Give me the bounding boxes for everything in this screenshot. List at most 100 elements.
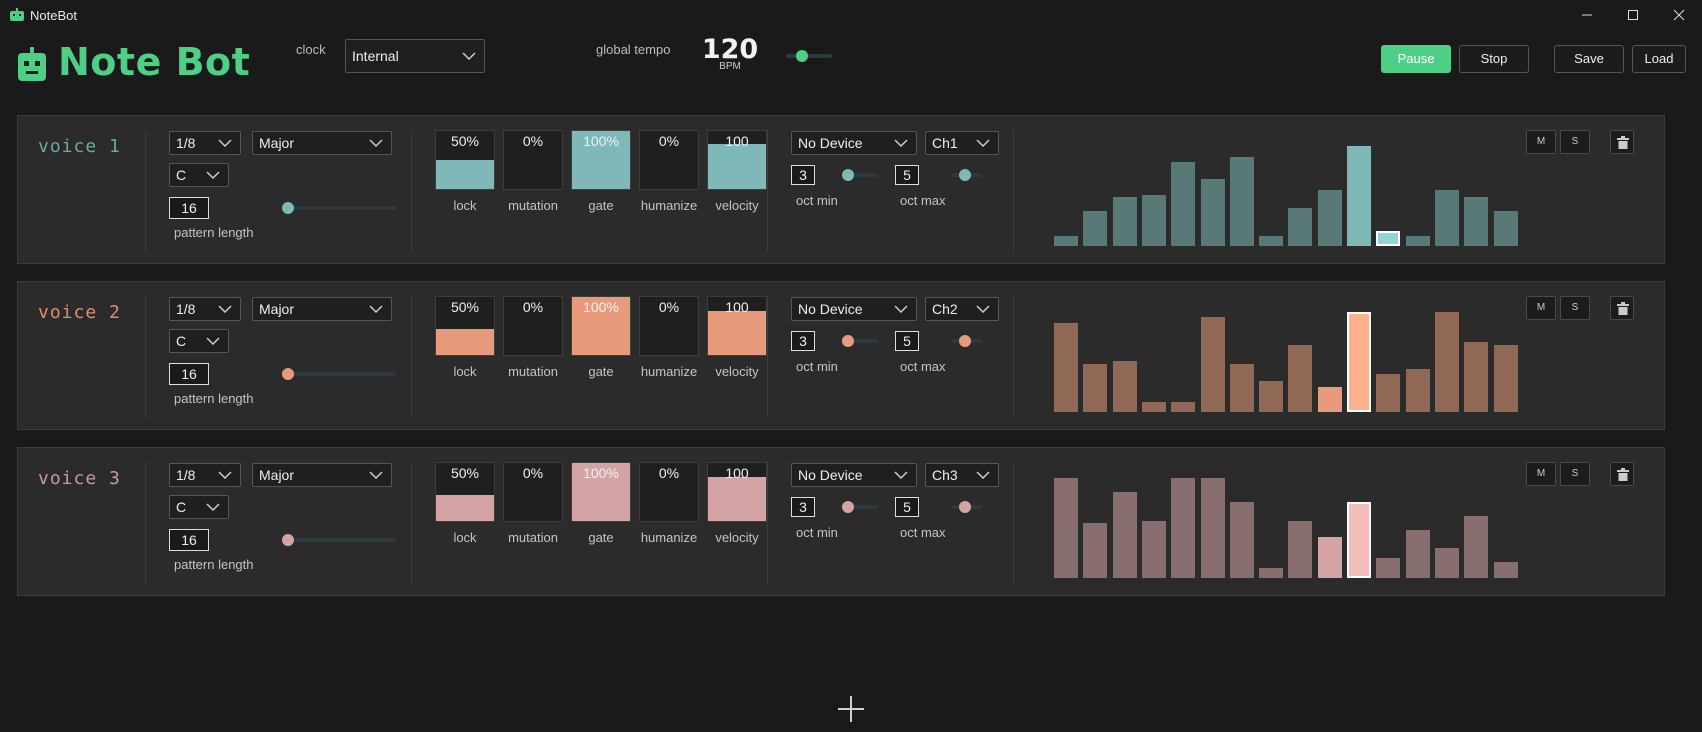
step-bar[interactable] (1141, 195, 1166, 246)
pattern-length-slider-handle[interactable] (282, 368, 294, 380)
oct-max-input[interactable]: 5 (895, 497, 919, 517)
step-bar[interactable] (1405, 236, 1430, 246)
step-bar[interactable] (1259, 381, 1284, 412)
velocity-knob[interactable]: 100 (707, 462, 767, 522)
minimize-button[interactable] (1564, 0, 1610, 30)
step-bar[interactable] (1229, 502, 1254, 578)
device-dropdown[interactable]: No Device (791, 463, 917, 487)
step-bar[interactable] (1376, 558, 1401, 578)
oct-max-slider-handle[interactable] (959, 169, 971, 181)
device-dropdown[interactable]: No Device (791, 297, 917, 321)
delete-voice-button[interactable] (1610, 130, 1634, 154)
step-bar[interactable] (1493, 211, 1518, 246)
pattern-length-input[interactable]: 16 (169, 363, 209, 385)
channel-dropdown[interactable]: Ch3 (925, 463, 999, 487)
step-bar[interactable] (1288, 521, 1313, 578)
tempo-slider-handle[interactable] (796, 50, 809, 62)
oct-min-slider-handle[interactable] (842, 169, 854, 181)
step-bar[interactable] (1171, 402, 1196, 412)
oct-max-slider-handle[interactable] (959, 501, 971, 513)
pattern-length-input[interactable]: 16 (169, 197, 209, 219)
step-bar[interactable] (1376, 374, 1401, 412)
step-bar[interactable] (1259, 568, 1284, 578)
lock-knob[interactable]: 50% (435, 296, 495, 356)
delete-voice-button[interactable] (1610, 296, 1634, 320)
pattern-length-slider-handle[interactable] (282, 202, 294, 214)
pattern-length-slider[interactable] (288, 206, 396, 210)
rate-dropdown[interactable]: 1/8 (169, 463, 241, 487)
channel-dropdown[interactable]: Ch1 (925, 131, 999, 155)
delete-voice-button[interactable] (1610, 462, 1634, 486)
step-bar[interactable] (1229, 364, 1254, 412)
save-button[interactable]: Save (1554, 45, 1624, 73)
step-bar[interactable] (1288, 208, 1313, 246)
step-bar[interactable] (1229, 157, 1254, 246)
step-bar[interactable] (1493, 345, 1518, 412)
step-bar[interactable] (1112, 361, 1137, 412)
solo-button[interactable]: S (1560, 462, 1590, 486)
tempo-slider[interactable] (786, 54, 832, 58)
step-bar[interactable] (1200, 317, 1225, 412)
step-bar[interactable] (1317, 190, 1342, 246)
gate-knob[interactable]: 100% (571, 462, 631, 522)
pattern-length-input[interactable]: 16 (169, 529, 209, 551)
step-bar[interactable] (1054, 236, 1078, 246)
step-bar[interactable] (1434, 190, 1459, 246)
oct-max-input[interactable]: 5 (895, 165, 919, 185)
step-bar[interactable] (1054, 323, 1078, 412)
rate-dropdown[interactable]: 1/8 (169, 131, 241, 155)
oct-min-slider-handle[interactable] (842, 501, 854, 513)
oct-min-slider-handle[interactable] (842, 335, 854, 347)
oct-min-slider[interactable] (848, 505, 878, 509)
step-bar[interactable] (1259, 236, 1284, 246)
oct-max-slider-handle[interactable] (959, 335, 971, 347)
step-bar[interactable] (1083, 523, 1108, 578)
scale-dropdown[interactable]: Major (252, 131, 392, 155)
oct-max-input[interactable]: 5 (895, 331, 919, 351)
device-dropdown[interactable]: No Device (791, 131, 917, 155)
step-bar[interactable] (1464, 342, 1489, 412)
step-bar[interactable] (1464, 197, 1489, 246)
scale-dropdown[interactable]: Major (252, 297, 392, 321)
step-bar[interactable] (1288, 345, 1313, 412)
pattern-length-slider[interactable] (288, 538, 396, 542)
step-bar[interactable] (1141, 521, 1166, 578)
step-bar[interactable] (1317, 387, 1342, 412)
oct-min-input[interactable]: 3 (791, 331, 815, 351)
gate-knob[interactable]: 100% (571, 296, 631, 356)
oct-min-slider[interactable] (848, 339, 878, 343)
step-bar[interactable] (1200, 179, 1225, 246)
step-bar[interactable] (1200, 478, 1225, 578)
humanize-knob[interactable]: 0% (639, 462, 699, 522)
oct-min-slider[interactable] (848, 173, 878, 177)
step-bar[interactable] (1083, 211, 1108, 246)
pause-button[interactable]: Pause (1381, 45, 1451, 73)
step-bar[interactable] (1083, 364, 1108, 412)
mute-button[interactable]: M (1526, 130, 1556, 154)
solo-button[interactable]: S (1560, 296, 1590, 320)
rate-dropdown[interactable]: 1/8 (169, 297, 241, 321)
step-bar[interactable] (1376, 231, 1401, 246)
step-bar[interactable] (1347, 146, 1371, 246)
step-sequencer[interactable] (1054, 468, 1524, 578)
step-bar[interactable] (1464, 516, 1489, 578)
stop-button[interactable]: Stop (1459, 45, 1529, 73)
key-dropdown[interactable]: C (169, 495, 229, 519)
oct-min-input[interactable]: 3 (791, 165, 815, 185)
step-bar[interactable] (1405, 369, 1430, 412)
solo-button[interactable]: S (1560, 130, 1590, 154)
humanize-knob[interactable]: 0% (639, 130, 699, 190)
step-bar[interactable] (1434, 312, 1459, 412)
mutation-knob[interactable]: 0% (503, 130, 563, 190)
step-bar[interactable] (1054, 478, 1078, 578)
step-sequencer[interactable] (1054, 302, 1524, 412)
mutation-knob[interactable]: 0% (503, 462, 563, 522)
maximize-button[interactable] (1610, 0, 1656, 30)
step-bar[interactable] (1347, 502, 1371, 578)
step-bar[interactable] (1112, 492, 1137, 578)
step-bar[interactable] (1405, 530, 1430, 578)
velocity-knob[interactable]: 100 (707, 296, 767, 356)
key-dropdown[interactable]: C (169, 163, 229, 187)
lock-knob[interactable]: 50% (435, 130, 495, 190)
mute-button[interactable]: M (1526, 462, 1556, 486)
